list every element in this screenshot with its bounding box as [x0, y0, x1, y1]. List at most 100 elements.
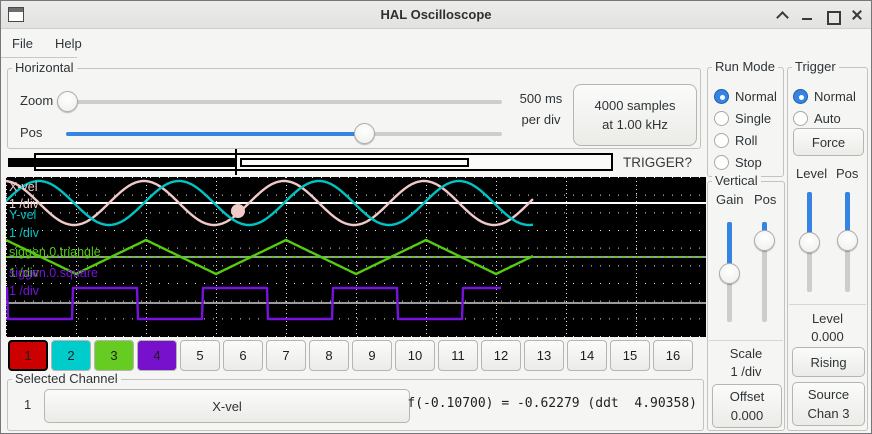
- trigger-source-button[interactable]: Source Chan 3: [792, 382, 865, 426]
- pos-slider-handle[interactable]: [354, 123, 375, 144]
- trigger-pos-fill: [845, 192, 850, 240]
- zoom-slider-label: Zoom: [20, 93, 54, 108]
- channel-button-12[interactable]: 12: [481, 340, 521, 371]
- trigger-level-slider-label: Level: [796, 166, 828, 181]
- record-displayed-bar: [240, 158, 469, 167]
- selected-channel-frame: Selected Channel 1 X-vel f(-0.10700) = -…: [7, 371, 704, 431]
- radio-circle-roll[interactable]: [714, 132, 729, 148]
- trigger-frame-label: Trigger: [792, 59, 839, 74]
- radio-option-roll[interactable]: Roll: [714, 129, 777, 151]
- channel-button-13[interactable]: 13: [524, 340, 564, 371]
- close-button[interactable]: [849, 7, 865, 23]
- channel-button-1[interactable]: 1: [8, 340, 48, 371]
- channel-button-4[interactable]: 4: [137, 340, 177, 371]
- sample-rate-label: 500 ms per div: [519, 91, 563, 127]
- force-trigger-button[interactable]: Force: [793, 128, 864, 156]
- trigger-radio-group: Normal Auto: [793, 85, 856, 129]
- samples-button[interactable]: 4000 samples at 1.00 kHz: [573, 84, 697, 146]
- radio-circle-auto[interactable]: [793, 110, 808, 126]
- channel-name-label: siggen.0.square: [9, 266, 98, 280]
- channel-button-15[interactable]: 15: [610, 340, 650, 371]
- trace-siggen.0.triangle: [6, 238, 534, 276]
- channel-button-16[interactable]: 16: [653, 340, 693, 371]
- radio-circle-stop[interactable]: [714, 154, 729, 170]
- channel-button-3[interactable]: 3: [94, 340, 134, 371]
- radio-label: Normal: [814, 88, 856, 104]
- trigger-level-caption: Level: [811, 311, 844, 326]
- trace-siggen.0.square: [6, 286, 502, 321]
- vertical-frame: Vertical Gain Pos Scale 1 /div Offset 0.…: [707, 173, 785, 431]
- vertical-frame-label: Vertical: [712, 173, 761, 188]
- selected-sample-marker[interactable]: [231, 204, 245, 218]
- radio-option-stop[interactable]: Stop: [714, 151, 777, 173]
- scale-value: 1 /div: [730, 364, 762, 379]
- selected-channel-number: 1: [24, 397, 32, 412]
- trigger-pos-slider-label: Pos: [836, 166, 859, 181]
- radio-label: Normal: [735, 88, 777, 104]
- gain-slider-handle[interactable]: [719, 263, 740, 284]
- vertical-pos-track[interactable]: [762, 222, 767, 322]
- radio-option-auto[interactable]: Auto: [793, 107, 856, 129]
- trigger-level-fill: [807, 192, 812, 242]
- maximize-button[interactable]: [824, 7, 841, 25]
- minimize-button[interactable]: [799, 7, 815, 23]
- gain-slider[interactable]: [719, 222, 741, 322]
- trigger-pos-slider[interactable]: [837, 192, 859, 292]
- menubar-underline: [1, 57, 77, 58]
- trigger-level-slider[interactable]: [799, 192, 821, 292]
- radio-circle-normal[interactable]: [793, 88, 808, 104]
- trigger-level-handle[interactable]: [799, 232, 820, 253]
- channel-button-9[interactable]: 9: [352, 340, 392, 371]
- channel-button-5[interactable]: 5: [180, 340, 220, 371]
- horizontal-pos-slider[interactable]: [57, 123, 508, 145]
- run-mode-frame: Run Mode Normal Single Roll Stop: [707, 59, 784, 177]
- offset-button[interactable]: Offset 0.000: [712, 384, 782, 428]
- channel-button-row: 1 2 3 4 5 6 7 8 9 10 11 12 13 14 15 16: [8, 340, 693, 371]
- trigger-separator: [789, 304, 866, 305]
- titlebar[interactable]: HAL Oscilloscope: [1, 1, 871, 29]
- zoom-slider-handle[interactable]: [57, 91, 78, 112]
- channel-button-11[interactable]: 11: [438, 340, 478, 371]
- channel-scale-label: 1 /div: [9, 226, 40, 240]
- radio-option-single[interactable]: Single: [714, 107, 777, 129]
- menu-help[interactable]: Help: [54, 36, 82, 51]
- trigger-pos-handle[interactable]: [837, 230, 858, 251]
- channel-button-8[interactable]: 8: [309, 340, 349, 371]
- horizontal-zoom-slider[interactable]: [57, 91, 508, 113]
- channel-scale-label: 1 /div: [9, 266, 40, 280]
- run-mode-frame-label: Run Mode: [712, 59, 778, 74]
- channel-button-6[interactable]: 6: [223, 340, 263, 371]
- radio-label: Auto: [814, 110, 841, 126]
- channel-button-14[interactable]: 14: [567, 340, 607, 371]
- trigger-level-value: 0.000: [811, 329, 844, 344]
- channel-button-7[interactable]: 7: [266, 340, 306, 371]
- shade-button[interactable]: [774, 7, 790, 23]
- radio-circle-single[interactable]: [714, 110, 729, 126]
- menu-file[interactable]: File: [12, 36, 33, 51]
- radio-circle-normal[interactable]: [714, 88, 729, 104]
- scale-caption: Scale: [729, 346, 763, 361]
- channel-source-button[interactable]: X-vel: [44, 389, 410, 423]
- radio-option-normal[interactable]: Normal: [793, 85, 856, 107]
- radio-label: Stop: [735, 154, 762, 170]
- horizontal-frame: Horizontal Zoom Pos 500 ms per div 4000 …: [7, 60, 701, 149]
- radio-label: Roll: [735, 132, 758, 148]
- vertical-pos-slider[interactable]: [754, 222, 776, 322]
- radio-option-normal[interactable]: Normal: [714, 85, 777, 107]
- trigger-edge-button[interactable]: Rising: [792, 347, 865, 377]
- pos-slider-fill: [66, 132, 365, 136]
- vertical-separator: [709, 340, 783, 341]
- trace-Y-vel: [6, 179, 534, 227]
- channel-name-label: Y-vel: [9, 208, 36, 222]
- trigger-frame: Trigger Normal Auto Force Level Pos Level…: [787, 59, 868, 431]
- channel-button-2[interactable]: 2: [51, 340, 91, 371]
- trigger-status-label: TRIGGER?: [623, 155, 693, 170]
- channel-button-10[interactable]: 10: [395, 340, 435, 371]
- vertical-pos-handle[interactable]: [754, 230, 775, 251]
- channel-value-readout: f(-0.10700) = -0.62279 (ddt 4.90358): [407, 396, 697, 411]
- zoom-slider-track[interactable]: [59, 100, 502, 104]
- selected-channel-frame-label: Selected Channel: [12, 371, 121, 386]
- trace-X-vel: [6, 179, 534, 227]
